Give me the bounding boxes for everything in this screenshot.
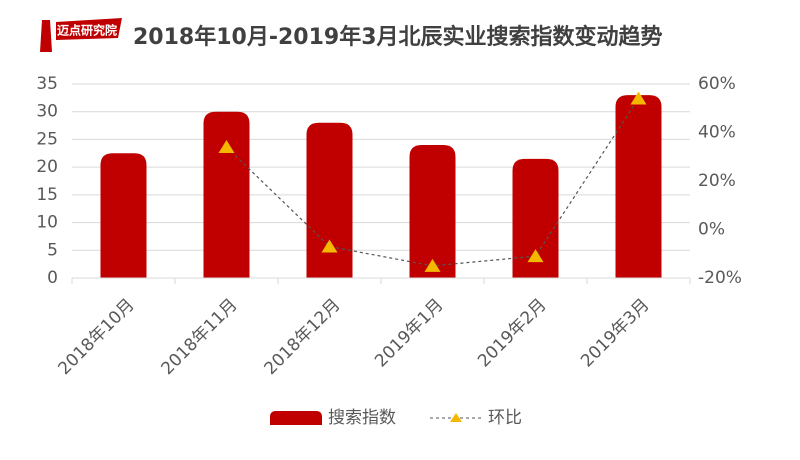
legend-label: 搜索指数	[328, 408, 396, 428]
y-tick-label: 10	[36, 213, 58, 233]
bar	[512, 158, 559, 278]
marker	[218, 140, 235, 154]
bar	[203, 111, 250, 278]
legend-swatch	[450, 413, 462, 422]
logo: 迈点研究院	[40, 18, 122, 52]
x-tick-label: 2018年12月	[260, 295, 344, 379]
bar	[100, 153, 147, 278]
bar	[306, 122, 353, 278]
y-tick-label: 30	[36, 102, 58, 122]
x-tick-label: 2019年2月	[474, 295, 550, 371]
x-tick-label: 2019年1月	[371, 295, 447, 371]
y2-tick-label: 40%	[698, 123, 736, 143]
y2-tick-label: 0%	[698, 220, 725, 240]
marker	[424, 258, 441, 272]
marker	[630, 91, 647, 105]
marker	[321, 239, 338, 253]
y-tick-label: 20	[36, 157, 58, 177]
y-tick-label: 25	[36, 129, 58, 149]
y-tick-label: 0	[47, 268, 58, 288]
x-tick-label: 2018年11月	[157, 295, 241, 379]
marker	[527, 249, 544, 263]
logo-icon	[40, 20, 52, 52]
bar	[615, 95, 662, 278]
legend-swatch	[270, 411, 322, 425]
y2-tick-label: -20%	[698, 268, 742, 288]
x-tick-label: 2018年10月	[54, 295, 138, 379]
y-tick-label: 15	[36, 185, 58, 205]
y2-tick-label: 60%	[698, 74, 736, 94]
y-tick-label: 35	[36, 74, 58, 94]
logo-banner	[56, 18, 122, 40]
legend-label: 环比	[488, 408, 522, 428]
y-tick-label: 5	[47, 240, 58, 260]
x-tick-label: 2019年3月	[577, 295, 653, 371]
chart-title: 2018年10月-2019年3月北辰实业搜索指数变动趋势	[133, 24, 663, 50]
logo-text: 迈点研究院	[57, 23, 117, 38]
y2-tick-label: 20%	[698, 171, 736, 191]
bar	[409, 144, 456, 278]
